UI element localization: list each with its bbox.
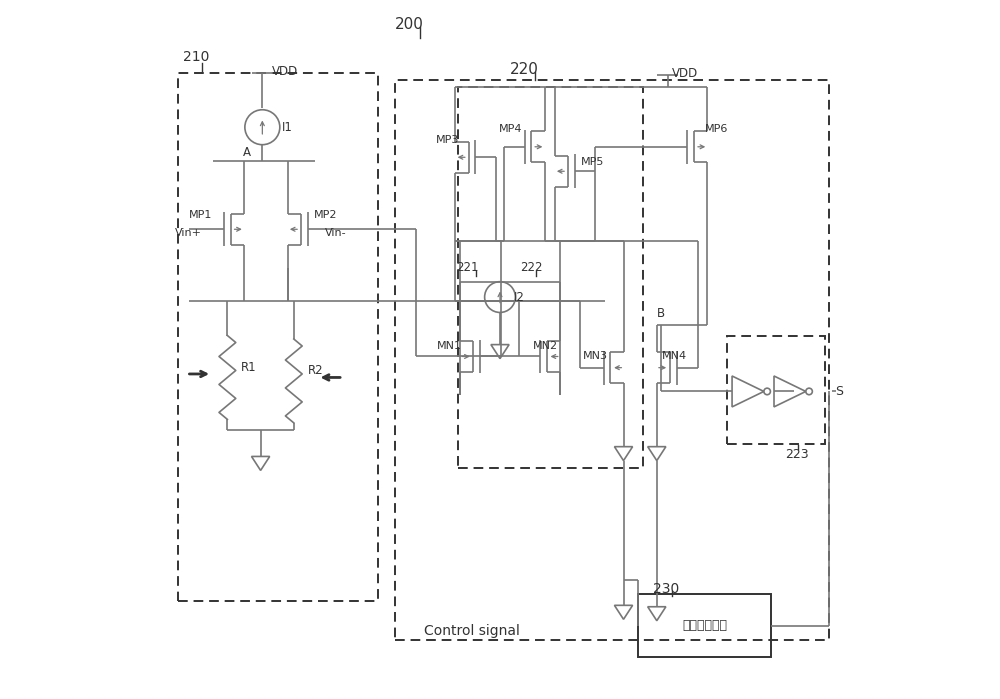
Text: 221: 221 bbox=[457, 261, 479, 274]
Text: MP1: MP1 bbox=[189, 210, 213, 220]
Text: R1: R1 bbox=[241, 361, 256, 374]
Text: Vin-: Vin- bbox=[325, 229, 347, 238]
Text: VDD: VDD bbox=[672, 67, 698, 80]
Text: R2: R2 bbox=[308, 364, 324, 377]
Bar bbox=[178, 73, 378, 601]
Text: S: S bbox=[835, 385, 843, 398]
Text: MN1: MN1 bbox=[437, 341, 462, 351]
Text: B: B bbox=[657, 307, 665, 319]
Text: 223: 223 bbox=[785, 448, 809, 461]
Text: MP5: MP5 bbox=[581, 157, 605, 167]
Bar bbox=[458, 87, 643, 468]
Bar bbox=[727, 336, 825, 444]
Text: Vin+: Vin+ bbox=[175, 229, 202, 238]
Bar bbox=[638, 594, 771, 657]
Text: 偏差补偿模块: 偏差补偿模块 bbox=[682, 619, 727, 632]
Text: 222: 222 bbox=[520, 261, 543, 274]
Text: I1: I1 bbox=[282, 121, 293, 134]
Text: 210: 210 bbox=[183, 50, 209, 64]
Text: I2: I2 bbox=[514, 291, 525, 303]
Text: MP2: MP2 bbox=[314, 210, 337, 220]
Text: MP6: MP6 bbox=[705, 124, 728, 134]
Text: 230: 230 bbox=[653, 582, 679, 596]
Text: A: A bbox=[243, 146, 251, 159]
Text: 220: 220 bbox=[510, 62, 539, 78]
Text: 200: 200 bbox=[395, 17, 424, 32]
Text: VDD: VDD bbox=[272, 66, 298, 78]
Text: MN4: MN4 bbox=[662, 352, 687, 361]
Text: MN2: MN2 bbox=[533, 341, 558, 351]
Text: Control signal: Control signal bbox=[424, 624, 520, 638]
Text: MP3: MP3 bbox=[436, 135, 459, 145]
Text: MP4: MP4 bbox=[499, 124, 522, 134]
Bar bbox=[395, 80, 829, 640]
Text: MN3: MN3 bbox=[583, 352, 608, 361]
